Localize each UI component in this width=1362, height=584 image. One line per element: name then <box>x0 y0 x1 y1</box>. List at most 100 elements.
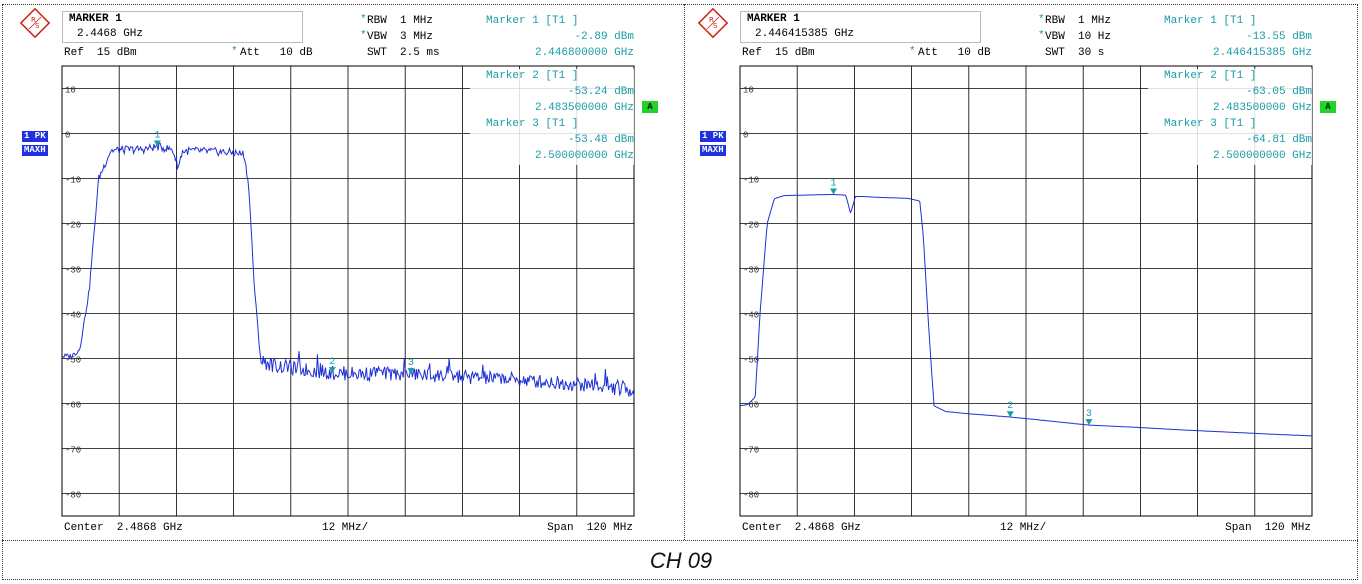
a-badge: A <box>1320 101 1336 113</box>
marker-box-title: MARKER 1 <box>747 13 800 25</box>
y-tick-label: -10 <box>743 176 759 186</box>
vbw-setting: VBW 10 Hz <box>1045 31 1112 43</box>
rbw-star: * <box>1038 14 1045 26</box>
span-per-division: 12 MHz/ <box>322 522 369 534</box>
marker2-freq: 2.483500000 GHz <box>534 102 634 114</box>
marker-triangle <box>328 367 336 374</box>
marker-triangle <box>830 188 837 195</box>
marker-number-label: 2 <box>329 357 335 368</box>
spectrum-panel-left: R S MARKER 1 2.4468 GHz * RBW 1 MHz * VB… <box>0 0 680 540</box>
center-frequency: Center 2.4868 GHz <box>64 522 183 534</box>
vbw-setting: VBW 3 MHz <box>367 31 434 43</box>
y-tick-label: -60 <box>743 401 759 411</box>
panel-divider <box>684 4 685 540</box>
rs-logo-icon: R S <box>19 7 51 39</box>
marker2-level: -63.05 dBm <box>1245 86 1312 98</box>
marker3-freq: 2.500000000 GHz <box>534 150 634 162</box>
marker-triangle <box>1085 419 1093 426</box>
trace-badge: 1 PK <box>22 131 48 142</box>
y-tick-label: -70 <box>743 446 759 456</box>
y-tick-label: -40 <box>743 311 759 321</box>
y-tick-label: -20 <box>743 221 759 231</box>
attenuation-setting: Att 10 dB <box>240 47 313 59</box>
marker1-level: -13.55 dBm <box>1245 31 1312 43</box>
trace-badge: 1 PK <box>700 131 726 142</box>
y-tick-label: -40 <box>65 311 81 321</box>
marker2-label: Marker 2 [T1 ] <box>1164 70 1257 82</box>
marker-number-label: 2 <box>1007 401 1013 412</box>
y-tick-label: 0 <box>65 131 70 141</box>
att-star: * <box>909 46 916 58</box>
y-tick-label: -20 <box>65 221 81 231</box>
mode-badge: MAXH <box>22 145 48 156</box>
y-tick-label: -70 <box>65 446 81 456</box>
marker-readout-bg <box>470 69 634 165</box>
center-frequency: Center 2.4868 GHz <box>742 522 861 534</box>
marker1-level: -2.89 dBm <box>574 31 634 43</box>
y-tick-label: -80 <box>743 491 759 501</box>
ref-level: Ref 15 dBm <box>64 47 137 59</box>
sweep-time: SWT 30 s <box>1045 47 1105 59</box>
marker3-label: Marker 3 [T1 ] <box>1164 118 1257 130</box>
span-setting: Span 120 MHz <box>1225 522 1311 534</box>
rbw-setting: RBW 1 MHz <box>367 15 434 27</box>
y-tick-label: -30 <box>65 266 81 276</box>
marker1-freq: 2.446415385 GHz <box>1212 47 1312 59</box>
spectrum-panel-right: R S MARKER 1 2.446415385 GHz * RBW 1 MHz… <box>678 0 1358 540</box>
att-star: * <box>231 46 238 58</box>
marker2-freq: 2.483500000 GHz <box>1212 102 1312 114</box>
y-tick-label: -50 <box>743 356 759 366</box>
sweep-time: SWT 2.5 ms <box>367 47 440 59</box>
marker-number-label: 1 <box>154 131 160 142</box>
marker-box-title: MARKER 1 <box>69 13 122 25</box>
marker1-label: Marker 1 [T1 ] <box>1164 15 1257 27</box>
rs-logo-icon: R S <box>697 7 729 39</box>
marker2-level: -53.24 dBm <box>567 86 634 98</box>
y-tick-label: 10 <box>65 86 76 96</box>
svg-text:R: R <box>709 16 714 24</box>
marker-number-label: 1 <box>831 178 837 189</box>
marker-box-value: 2.4468 GHz <box>77 28 144 40</box>
vbw-star: * <box>1038 30 1045 42</box>
y-tick-label: 10 <box>743 86 754 96</box>
rbw-star: * <box>360 14 367 26</box>
span-per-division: 12 MHz/ <box>1000 522 1047 534</box>
svg-text:S: S <box>713 22 718 30</box>
span-setting: Span 120 MHz <box>547 522 633 534</box>
marker-box-value: 2.446415385 GHz <box>755 28 855 40</box>
marker2-label: Marker 2 [T1 ] <box>486 70 579 82</box>
y-tick-label: -80 <box>65 491 81 501</box>
marker-triangle <box>407 368 415 375</box>
y-tick-label: -50 <box>65 356 81 366</box>
ref-level: Ref 15 dBm <box>742 47 815 59</box>
attenuation-setting: Att 10 dB <box>918 47 991 59</box>
marker-info-box: MARKER 1 2.4468 GHz <box>62 11 303 43</box>
svg-text:S: S <box>35 22 40 30</box>
marker3-level: -64.81 dBm <box>1245 134 1312 146</box>
chart-caption: CH 09 <box>649 548 713 573</box>
caption-divider <box>2 540 1358 541</box>
marker-number-label: 3 <box>408 358 414 369</box>
mode-badge: MAXH <box>700 145 726 156</box>
spectrum-trace <box>739 194 1312 437</box>
vbw-star: * <box>360 30 367 42</box>
marker3-level: -53.48 dBm <box>567 134 634 146</box>
marker-number-label: 3 <box>1086 409 1092 420</box>
y-tick-label: 0 <box>743 131 748 141</box>
spectrum-trace <box>61 142 635 397</box>
svg-text:R: R <box>31 16 36 24</box>
y-tick-label: -10 <box>65 176 81 186</box>
a-badge: A <box>642 101 658 113</box>
marker-triangle <box>1006 411 1014 418</box>
page-frame <box>2 4 1358 580</box>
marker-triangle <box>153 140 161 147</box>
marker-info-box: MARKER 1 2.446415385 GHz <box>740 11 981 43</box>
marker1-freq: 2.446800000 GHz <box>534 47 634 59</box>
marker3-label: Marker 3 [T1 ] <box>486 118 579 130</box>
marker-readout-bg <box>1148 69 1312 165</box>
rbw-setting: RBW 1 MHz <box>1045 15 1112 27</box>
marker1-label: Marker 1 [T1 ] <box>486 15 579 27</box>
y-tick-label: -60 <box>65 401 81 411</box>
marker3-freq: 2.500000000 GHz <box>1212 150 1312 162</box>
y-tick-label: -30 <box>743 266 759 276</box>
